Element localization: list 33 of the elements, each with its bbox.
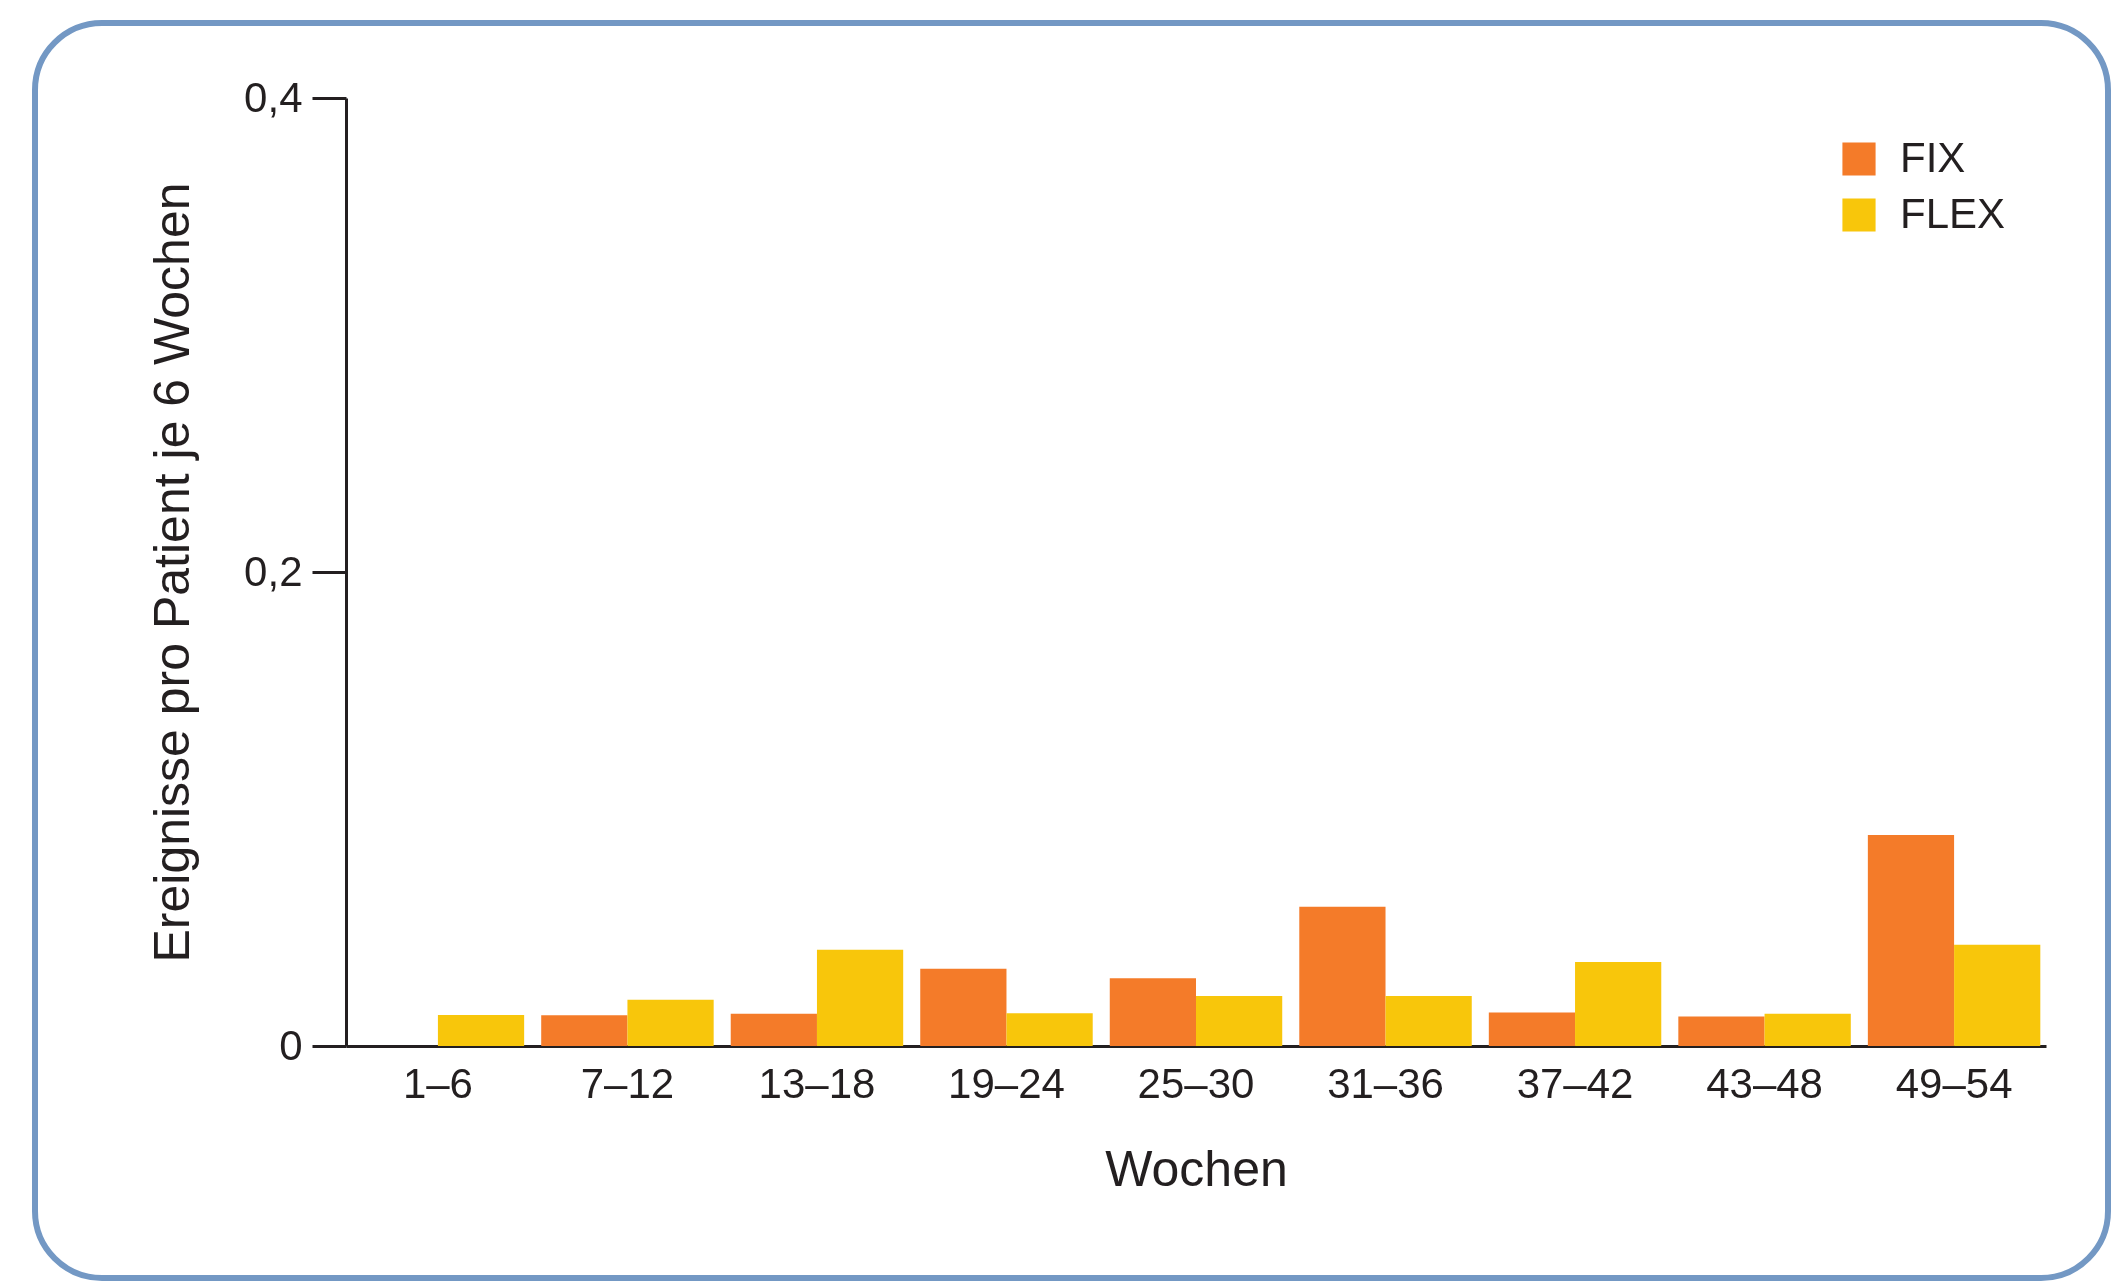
bar [437,1014,525,1046]
x-tick-label: 7–12 [580,1059,675,1107]
y-tick-label: 0,4 [244,73,303,121]
legend-label: FLEX [1900,190,2006,237]
bar [920,968,1007,1046]
x-tick-label: 49–54 [1895,1059,2013,1107]
x-tick-label: 43–48 [1706,1059,1823,1107]
bar [541,1015,628,1046]
y-axis-title: Ereignisse pro Patient je 6 Wochen [144,182,201,963]
bar [1006,1013,1093,1046]
bar [730,1013,817,1046]
x-tick-label: 25–30 [1137,1059,1255,1107]
bar [1867,835,1955,1046]
x-tick-label: 13–18 [758,1059,876,1107]
x-tick-label: 37–42 [1516,1059,1634,1107]
x-tick-label: 1–6 [402,1059,473,1107]
bar [1385,995,1472,1046]
y-tick-label: 0 [279,1021,303,1069]
bar [1678,1016,1765,1046]
bar [1954,944,2041,1046]
bar [1109,978,1196,1046]
x-tick-label: 19–24 [948,1059,1065,1107]
x-axis-title: Wochen [1105,1140,1288,1197]
y-tick-label: 0,2 [244,547,303,595]
bar [1196,995,1283,1046]
bar [1575,962,1662,1046]
bar [627,999,714,1046]
bar [816,949,904,1046]
bar [1299,906,1386,1046]
legend-label: FIX [1900,134,1966,181]
x-tick-label: 31–36 [1327,1059,1444,1107]
bar [1488,1012,1576,1046]
bar [1764,1013,1851,1046]
